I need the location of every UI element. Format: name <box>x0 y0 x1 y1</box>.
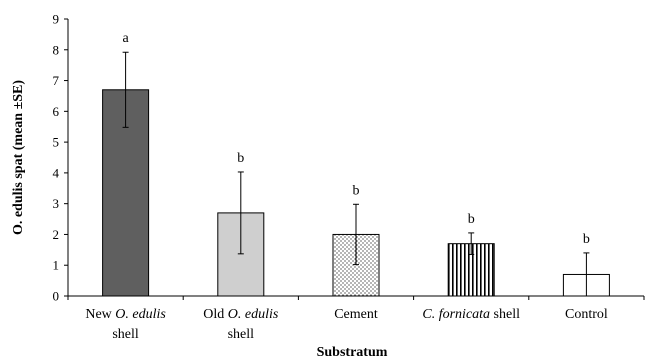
significance-label: a <box>122 31 129 46</box>
y-tick-label: 9 <box>53 12 60 27</box>
category-label: C. fornicata shell <box>422 307 520 322</box>
category-label: Control <box>565 307 608 322</box>
y-tick-label: 4 <box>53 165 60 180</box>
category-label: Cement <box>334 307 378 322</box>
plot-area: 0 1 2 3 4 5 6 7 8 9 a New O. edulis shell b Old O. edu… <box>53 12 645 342</box>
y-tick-label: 5 <box>53 135 60 150</box>
significance-label: b <box>237 151 244 166</box>
significance-label: b <box>583 232 590 247</box>
significance-label: b <box>468 212 475 227</box>
significance-label: b <box>353 183 360 198</box>
y-tick-label: 3 <box>53 196 60 211</box>
category-label: Old O. edulis shell <box>203 307 279 342</box>
category-label: New O. edulis shell <box>85 307 166 342</box>
y-tick-label: 8 <box>53 42 60 57</box>
y-tick-label: 2 <box>53 227 60 242</box>
y-tick-label: 0 <box>53 289 60 304</box>
x-axis-title: Substratum <box>317 345 388 360</box>
y-tick-label: 6 <box>53 104 60 119</box>
y-tick-label: 7 <box>53 73 60 88</box>
y-axis-title: O. edulis spat (mean ±SE) <box>11 80 26 235</box>
y-tick-label: 1 <box>53 258 60 273</box>
